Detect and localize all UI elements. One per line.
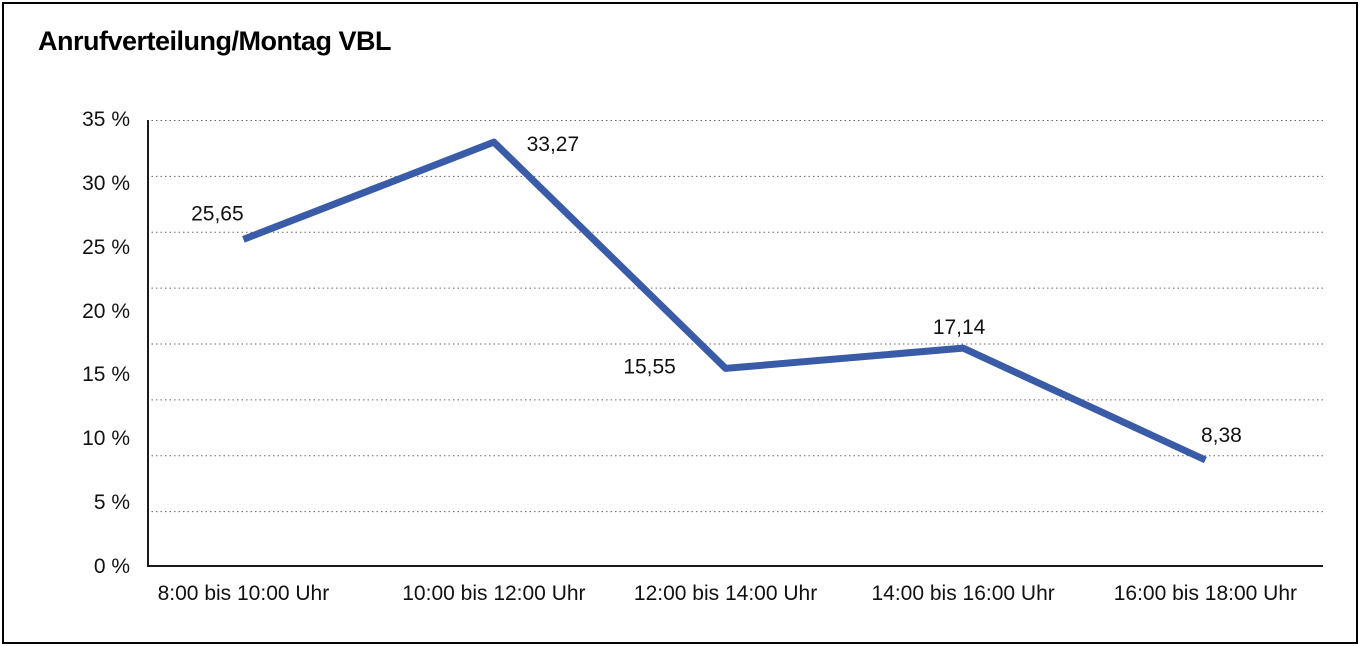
- y-axis-tick-label: 30 %: [82, 171, 130, 195]
- y-axis-tick-label: 15 %: [82, 363, 130, 387]
- y-axis-tick-label: 25 %: [82, 235, 130, 259]
- y-axis-tick-label: 5 %: [93, 491, 130, 515]
- line-chart-svg: 25,65 33,27 15,55 17,14 8,38: [147, 120, 1323, 567]
- data-point-label: 15,55: [623, 355, 676, 378]
- data-point-label: 33,27: [527, 133, 580, 156]
- data-point-label: 8,38: [1201, 424, 1242, 447]
- y-axis-tick-label: 35 %: [82, 108, 130, 131]
- data-point-label: 17,14: [933, 316, 986, 339]
- y-axis-tick-label: 10 %: [82, 427, 130, 451]
- y-axis: 35 % 30 % 25 % 20 % 15 % 10 % 5 % 0 %: [0, 0, 130, 646]
- plot-area: 25,65 33,27 15,55 17,14 8,38: [147, 120, 1323, 567]
- chart-title: Anrufverteilung/Montag VBL: [38, 26, 392, 56]
- data-point-label: 25,65: [191, 202, 244, 225]
- series-line-montag-vbl: [242, 138, 1207, 464]
- y-axis-tick-label: 0 %: [93, 555, 130, 578]
- y-axis-tick-label: 20 %: [82, 299, 130, 323]
